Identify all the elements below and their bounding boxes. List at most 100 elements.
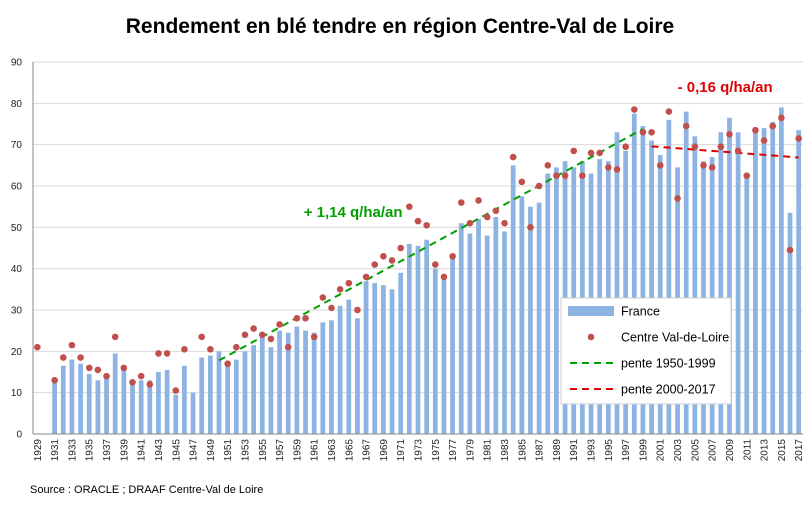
data-point bbox=[570, 147, 578, 155]
bar bbox=[528, 206, 533, 434]
data-point bbox=[440, 273, 448, 281]
data-point bbox=[544, 162, 552, 169]
data-point bbox=[509, 153, 517, 161]
data-point bbox=[769, 122, 777, 130]
data-point bbox=[639, 128, 647, 136]
y-tick-label: 60 bbox=[11, 182, 23, 193]
data-point bbox=[319, 294, 327, 301]
bar bbox=[173, 394, 179, 434]
y-tick-label: 20 bbox=[11, 347, 23, 358]
bar bbox=[355, 318, 360, 434]
bar bbox=[346, 299, 352, 434]
data-point bbox=[284, 343, 292, 351]
bar bbox=[666, 119, 672, 434]
data-point bbox=[665, 108, 673, 115]
x-tick-label: 1999 bbox=[638, 439, 649, 462]
data-point bbox=[172, 387, 180, 394]
bar bbox=[432, 268, 438, 434]
x-tick-label: 1947 bbox=[189, 439, 200, 462]
slope-annotation-2000-2017: - 0,16 q/ha/an bbox=[678, 79, 773, 96]
data-point bbox=[483, 213, 491, 221]
x-tick-label: 1973 bbox=[414, 439, 425, 462]
x-tick-label: 1951 bbox=[223, 439, 234, 462]
x-tick-label: 2017 bbox=[794, 439, 805, 462]
bar bbox=[735, 132, 741, 434]
bar bbox=[372, 283, 378, 434]
x-tick-label: 1985 bbox=[517, 439, 528, 462]
bar bbox=[268, 347, 274, 434]
bar bbox=[277, 330, 282, 434]
x-tick-label: 1993 bbox=[587, 439, 598, 462]
data-point bbox=[587, 149, 595, 157]
bar bbox=[744, 175, 750, 434]
data-point bbox=[717, 143, 725, 151]
bar bbox=[502, 231, 507, 434]
data-point bbox=[786, 246, 794, 254]
x-tick-label: 1935 bbox=[85, 439, 96, 462]
y-tick-label: 10 bbox=[11, 388, 23, 399]
data-point bbox=[328, 304, 335, 312]
data-point bbox=[553, 172, 560, 179]
bar bbox=[519, 196, 525, 434]
bar bbox=[657, 155, 663, 434]
data-point bbox=[85, 364, 93, 372]
y-tick-label: 80 bbox=[11, 99, 23, 110]
data-point bbox=[656, 162, 664, 169]
data-point bbox=[605, 164, 612, 171]
bar bbox=[554, 167, 559, 434]
bar bbox=[311, 332, 317, 434]
data-point bbox=[700, 162, 707, 169]
bar bbox=[640, 126, 646, 435]
data-point bbox=[146, 381, 154, 388]
data-point bbox=[250, 325, 257, 332]
data-point bbox=[233, 343, 240, 351]
data-point bbox=[181, 345, 188, 353]
bar bbox=[649, 140, 654, 435]
bar bbox=[424, 239, 430, 434]
x-tick-label: 1941 bbox=[137, 439, 148, 462]
bar bbox=[259, 336, 265, 434]
legend-label: pente 1950-1999 bbox=[621, 357, 716, 371]
data-point bbox=[648, 128, 655, 136]
bar bbox=[484, 235, 490, 434]
bar bbox=[683, 111, 689, 434]
bar bbox=[156, 372, 161, 434]
bar bbox=[225, 365, 231, 434]
annotations: + 1,14 q/ha/an - 0,16 q/ha/an bbox=[304, 79, 773, 221]
chart-title: Rendement en blé tendre en région Centre… bbox=[126, 15, 674, 38]
data-point bbox=[207, 345, 214, 353]
data-point bbox=[414, 217, 422, 225]
trend-lines bbox=[218, 128, 799, 362]
bar bbox=[337, 305, 343, 434]
data-point bbox=[622, 143, 629, 151]
x-tick-label: 1991 bbox=[569, 439, 580, 462]
bar bbox=[285, 332, 291, 434]
bar bbox=[631, 113, 637, 435]
data-point bbox=[682, 122, 690, 130]
bar bbox=[251, 345, 256, 434]
data-point bbox=[613, 166, 621, 173]
bar bbox=[303, 330, 308, 434]
legend-label: pente 2000-2017 bbox=[621, 383, 716, 397]
data-point bbox=[743, 172, 751, 179]
x-tick-label: 1937 bbox=[102, 439, 113, 462]
data-point bbox=[475, 197, 482, 204]
x-tick-label: 1967 bbox=[362, 439, 373, 462]
x-tick-label: 2001 bbox=[656, 439, 667, 462]
data-point bbox=[198, 333, 206, 341]
bar bbox=[761, 128, 767, 434]
data-point bbox=[561, 172, 569, 179]
x-tick-label: 1957 bbox=[275, 439, 286, 462]
bar bbox=[329, 320, 334, 434]
data-point bbox=[293, 314, 301, 322]
bar bbox=[190, 392, 196, 434]
bar bbox=[182, 365, 187, 434]
x-tick-label: 1959 bbox=[292, 439, 303, 462]
bar bbox=[294, 326, 300, 434]
x-tick-label: 1949 bbox=[206, 439, 217, 462]
bar bbox=[199, 357, 205, 434]
x-tick-label: 2013 bbox=[760, 439, 771, 462]
data-point bbox=[397, 244, 404, 252]
bar bbox=[69, 359, 75, 434]
